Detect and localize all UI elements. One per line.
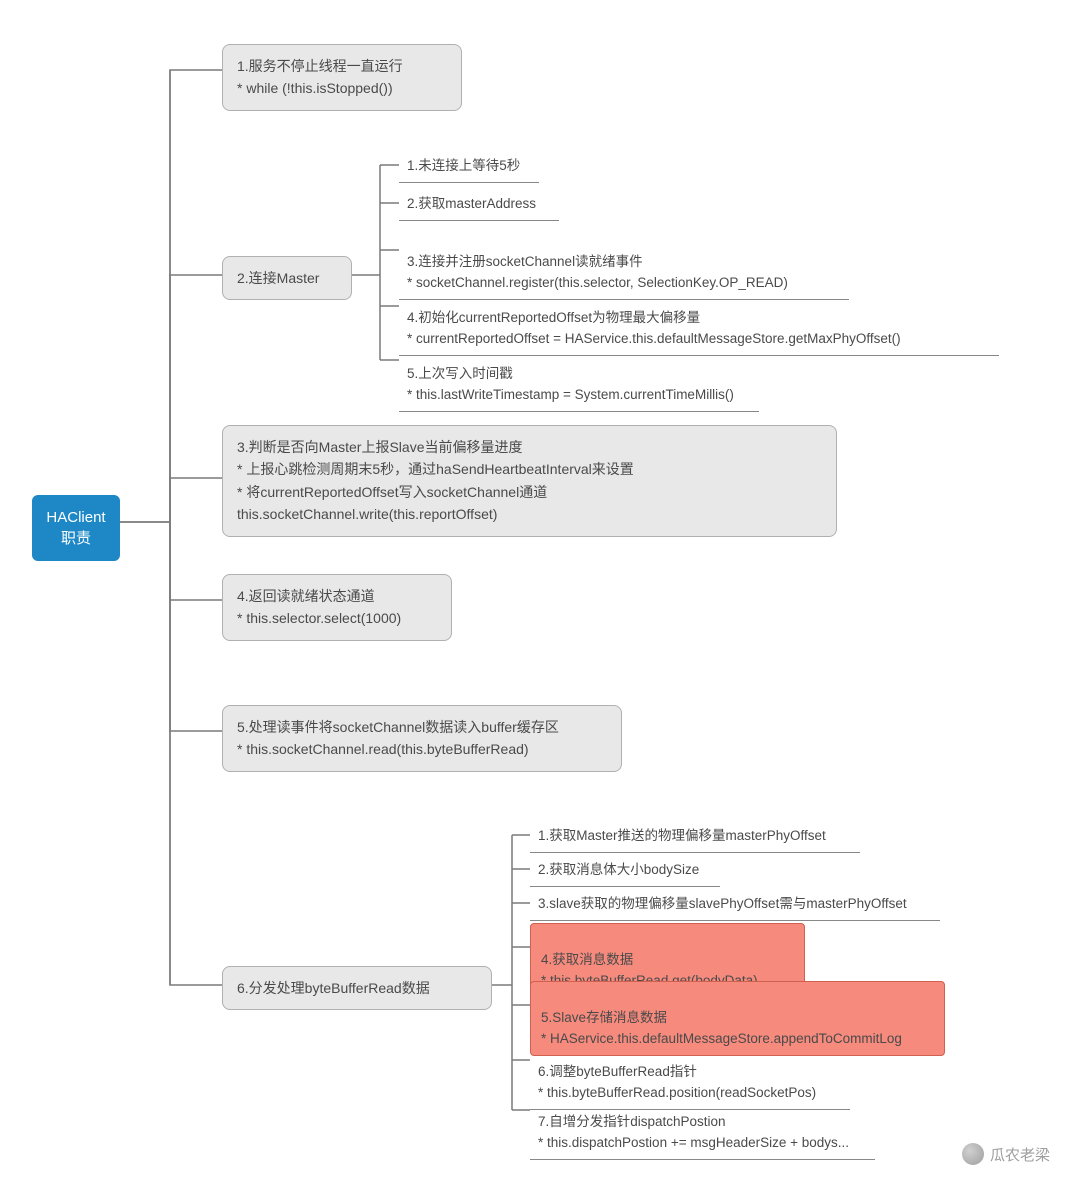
sub6-2: 2.获取消息体大小bodySize (530, 856, 720, 887)
node-4-text: 4.返回读就绪状态通道 * this.selector.select(1000) (237, 588, 401, 626)
node-5: 5.处理读事件将socketChannel数据读入buffer缓存区 * thi… (222, 705, 622, 772)
watermark-icon (962, 1143, 984, 1165)
sub6-7-text: 7.自增分发指针dispatchPostion * this.dispatchP… (538, 1114, 849, 1149)
node-2-text: 2.连接Master (237, 270, 319, 286)
node-2: 2.连接Master (222, 256, 352, 300)
node-1-text: 1.服务不停止线程一直运行 * while (!this.isStopped()… (237, 58, 403, 96)
sub2-2-text: 2.获取masterAddress (407, 196, 536, 211)
node-1: 1.服务不停止线程一直运行 * while (!this.isStopped()… (222, 44, 462, 111)
watermark-text: 瓜农老梁 (990, 1144, 1050, 1165)
node-3-text: 3.判断是否向Master上报Slave当前偏移量进度 * 上报心跳检测周期末5… (237, 439, 634, 522)
root-line1: HAClient (46, 509, 105, 526)
sub6-3-text: 3.slave获取的物理偏移量slavePhyOffset需与masterPhy… (538, 896, 907, 911)
sub6-1: 1.获取Master推送的物理偏移量masterPhyOffset (530, 822, 860, 853)
sub2-5: 5.上次写入时间戳 * this.lastWriteTimestamp = Sy… (399, 340, 759, 412)
sub6-2-text: 2.获取消息体大小bodySize (538, 862, 699, 877)
root-node: HAClient 职责 (32, 495, 120, 561)
node-5-text: 5.处理读事件将socketChannel数据读入buffer缓存区 * thi… (237, 719, 559, 757)
watermark: 瓜农老梁 (962, 1143, 1050, 1165)
node-6: 6.分发处理byteBufferRead数据 (222, 966, 492, 1010)
sub6-1-text: 1.获取Master推送的物理偏移量masterPhyOffset (538, 828, 826, 843)
root-line2: 职责 (61, 530, 91, 547)
sub2-1-text: 1.未连接上等待5秒 (407, 158, 520, 173)
node-6-text: 6.分发处理byteBufferRead数据 (237, 980, 430, 996)
sub6-3: 3.slave获取的物理偏移量slavePhyOffset需与masterPhy… (530, 890, 940, 921)
sub2-1: 1.未连接上等待5秒 (399, 152, 539, 183)
sub2-5-text: 5.上次写入时间戳 * this.lastWriteTimestamp = Sy… (407, 366, 734, 401)
sub6-7: 7.自增分发指针dispatchPostion * this.dispatchP… (530, 1088, 875, 1160)
sub2-2: 2.获取masterAddress (399, 190, 559, 221)
node-3: 3.判断是否向Master上报Slave当前偏移量进度 * 上报心跳检测周期末5… (222, 425, 837, 537)
node-4: 4.返回读就绪状态通道 * this.selector.select(1000) (222, 574, 452, 641)
